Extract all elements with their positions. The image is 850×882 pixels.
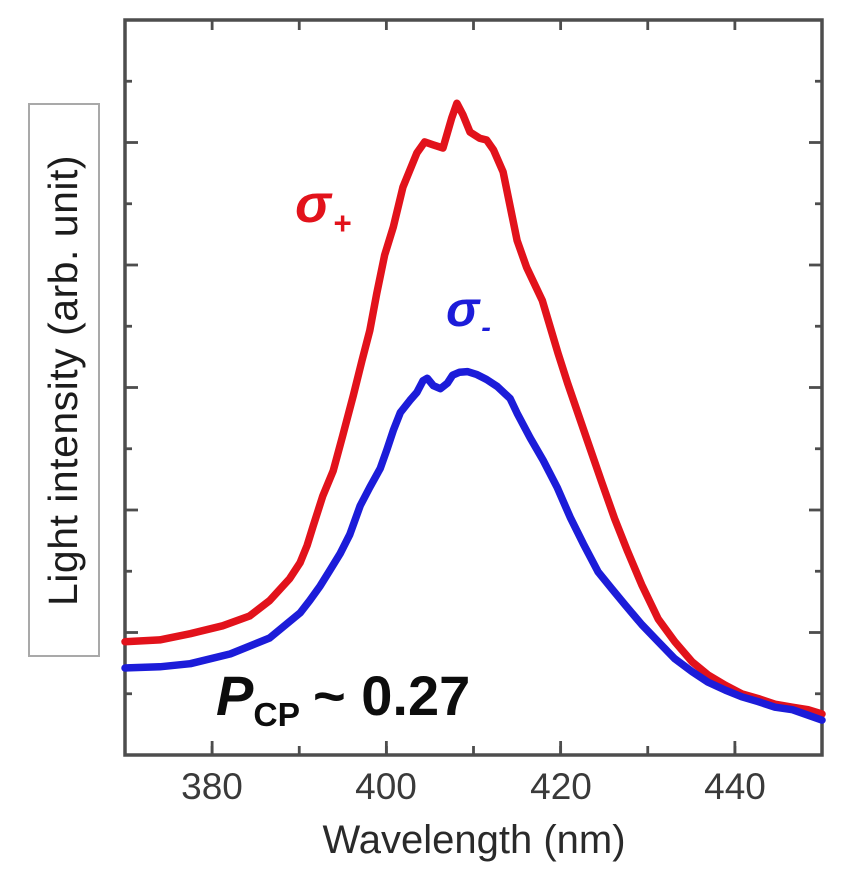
x-tick-label-380: 380 [181,766,243,807]
y-axis-label-box: Light intensity (arb. unit) [28,103,100,657]
sigma-minus-label: σ- [446,280,491,345]
sigma-plus-label: σ+ [295,173,351,242]
x-axis-label: Wavelength (nm) [322,818,626,862]
x-tick-label-400: 400 [355,766,417,807]
annotation-value: ~ 0.27 [313,664,471,727]
x-tick-label-440: 440 [704,766,766,807]
sigma-plus-curve [121,99,826,718]
y-axis-label: Light intensity (arb. unit) [40,154,87,606]
polarization-annotation: PCP ~ 0.27 [216,663,470,735]
annotation-P: P [216,664,254,727]
x-tick-label-420: 420 [530,766,592,807]
sigma-minus-symbol: σ [446,281,481,337]
sigma-plus-subscript: + [332,205,352,241]
sigma-minus-subscript: - [481,312,491,345]
annotation-CP-subscript: CP [253,697,301,735]
sigma-plus-symbol: σ [295,174,332,234]
sigma-minus-curve [121,367,826,724]
